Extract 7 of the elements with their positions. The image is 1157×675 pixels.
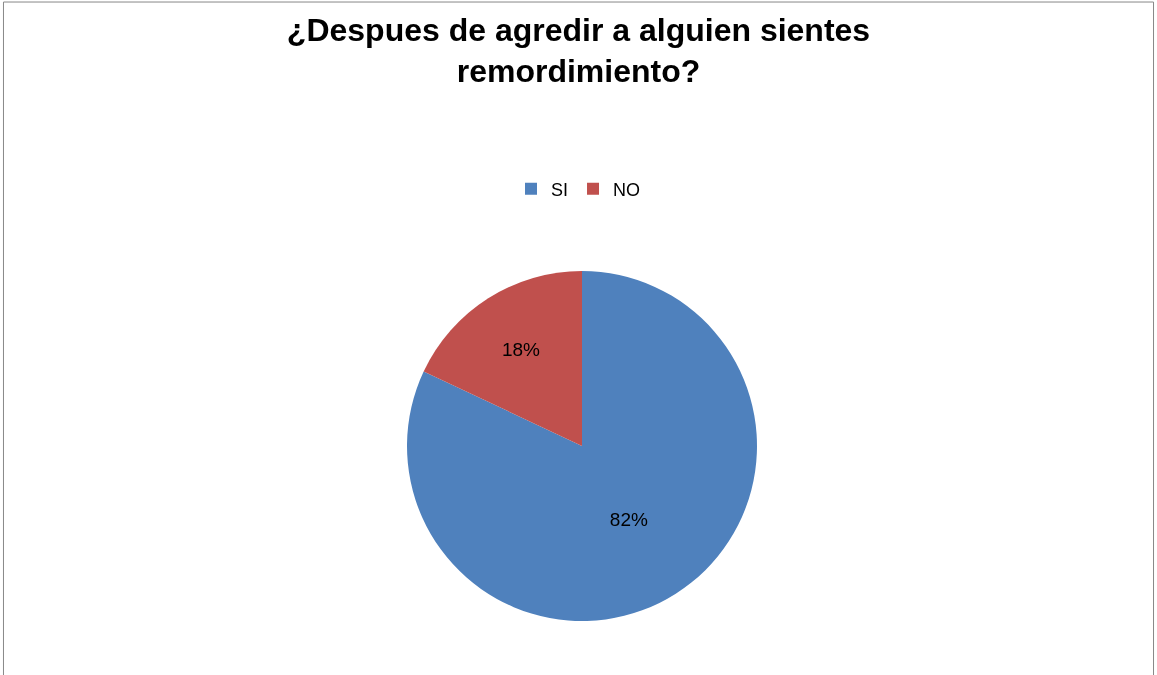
- legend-label: NO: [613, 179, 641, 200]
- data-label: 18%: [501, 339, 541, 361]
- pie-slice: [407, 271, 757, 621]
- legend-label: SI: [551, 179, 569, 200]
- pie-slice: [423, 271, 582, 446]
- data-label: 82%: [609, 509, 648, 531]
- chart-title: ¿Despues de agredir a alguien sientes remordimiento?: [286, 11, 871, 90]
